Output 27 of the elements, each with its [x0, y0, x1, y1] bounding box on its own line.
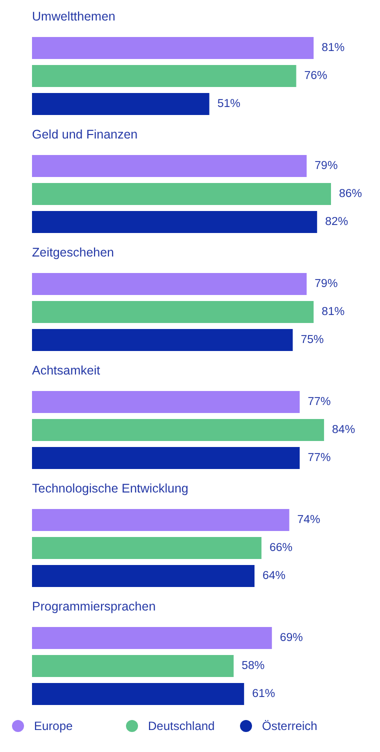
- y-tick-label: Geld und Finanzen: [32, 127, 138, 142]
- data-label: 81%: [322, 306, 345, 318]
- data-label: 64%: [262, 570, 286, 582]
- data-label: 76%: [304, 70, 328, 82]
- data-label: 58%: [242, 660, 265, 672]
- data-label: 79%: [314, 160, 338, 172]
- y-tick-label: Achtsamkeit: [32, 363, 101, 378]
- data-label: 74%: [297, 514, 320, 526]
- data-label: 79%: [314, 278, 338, 290]
- data-label: 75%: [300, 334, 324, 346]
- data-label: 81%: [322, 42, 345, 54]
- data-label: 86%: [339, 188, 362, 200]
- data-label: 77%: [308, 396, 331, 408]
- data-label: 61%: [252, 688, 276, 700]
- y-tick-label: Umweltthemen: [32, 9, 116, 24]
- y-tick-label: Programmiersprachen: [32, 599, 156, 614]
- data-label: 66%: [269, 542, 292, 554]
- y-tick-label: Technologische Entwicklung: [32, 481, 188, 496]
- legend-label: Deutschland: [148, 719, 215, 733]
- legend-label: Österreich: [262, 719, 318, 733]
- data-label: 82%: [325, 216, 348, 228]
- data-label: 69%: [280, 632, 303, 644]
- legend-label: Europe: [34, 719, 73, 733]
- data-label: 77%: [308, 452, 331, 464]
- data-label: 84%: [332, 424, 356, 436]
- y-tick-label: Zeitgeschehen: [32, 245, 114, 260]
- data-label: 51%: [217, 98, 240, 110]
